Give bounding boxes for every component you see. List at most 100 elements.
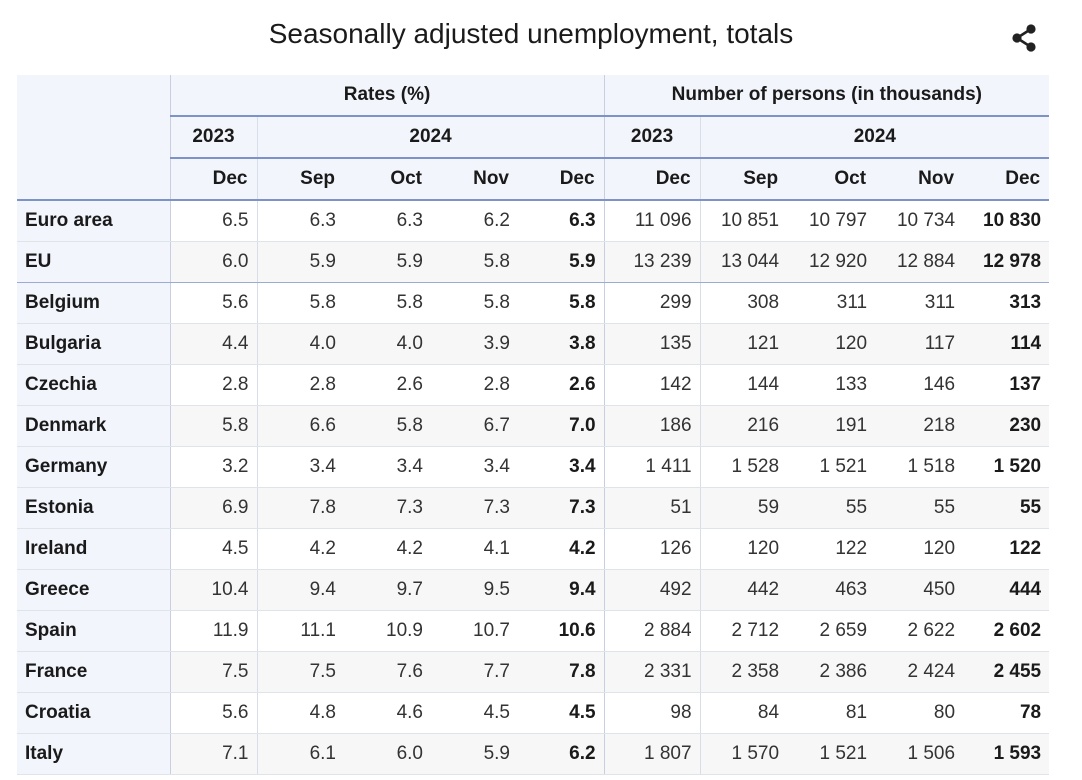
table-row: Ireland 4.5 4.2 4.2 4.1 4.2 126 120 122 120 122: [17, 528, 1050, 570]
persons-cell: 2 602: [963, 610, 1050, 652]
persons-month-header: Nov: [875, 158, 964, 201]
persons-cell: 1 807: [603, 733, 701, 775]
persons-cell: 1 520: [963, 446, 1050, 488]
rate-cell: 5.9: [344, 241, 431, 283]
persons-cell: 1 528: [699, 446, 788, 488]
persons-cell: 308: [699, 282, 788, 324]
rate-cell: 4.2: [518, 528, 605, 570]
rate-cell: 10.4: [169, 569, 257, 611]
share-icon[interactable]: [1008, 22, 1040, 54]
persons-cell: 98: [603, 692, 701, 734]
rate-cell: 6.3: [518, 200, 605, 242]
country-label: Spain: [17, 610, 170, 652]
rate-cell: 5.9: [518, 241, 605, 283]
persons-cell: 120: [787, 323, 876, 365]
rate-cell: 2.8: [169, 364, 257, 406]
country-label: Croatia: [17, 692, 170, 734]
persons-cell: 450: [875, 569, 964, 611]
country-label: Czechia: [17, 364, 170, 406]
rates-month-header: Oct: [344, 158, 431, 201]
persons-cell: 55: [963, 487, 1050, 529]
rate-cell: 4.4: [169, 323, 257, 365]
table-row: Spain 11.9 11.1 10.9 10.7 10.6 2 884 2 712 2 659…: [17, 610, 1050, 652]
rate-cell: 4.2: [256, 528, 344, 570]
rate-cell: 6.3: [256, 200, 344, 242]
persons-cell: 144: [699, 364, 788, 406]
rate-cell: 7.0: [518, 405, 605, 447]
persons-cell: 2 358: [699, 651, 788, 693]
rate-cell: 5.8: [518, 282, 605, 324]
rates-month-header: Nov: [431, 158, 518, 201]
rate-cell: 6.0: [344, 733, 431, 775]
rate-cell: 6.0: [169, 241, 257, 283]
rates-month-header: Dec: [169, 158, 257, 201]
persons-cell: 2 455: [963, 651, 1050, 693]
persons-cell: 1 593: [963, 733, 1050, 775]
persons-cell: 122: [963, 528, 1050, 570]
persons-cell: 51: [603, 487, 701, 529]
persons-cell: 12 884: [875, 241, 964, 283]
country-label: Ireland: [17, 528, 170, 570]
persons-year-2023: 2023: [603, 116, 701, 159]
rate-cell: 7.7: [431, 651, 518, 693]
rate-cell: 6.9: [169, 487, 257, 529]
country-label: Belgium: [17, 282, 170, 324]
rate-cell: 5.9: [431, 733, 518, 775]
table-row: Estonia 6.9 7.8 7.3 7.3 7.3 51 59 55 55 55: [17, 487, 1050, 529]
table-row: Czechia 2.8 2.8 2.6 2.8 2.6 142 144 133 146 137: [17, 364, 1050, 406]
rate-cell: 3.4: [518, 446, 605, 488]
rates-month-header: Sep: [256, 158, 344, 201]
rate-cell: 6.5: [169, 200, 257, 242]
rate-cell: 4.2: [344, 528, 431, 570]
persons-cell: 463: [787, 569, 876, 611]
persons-cell: 1 570: [699, 733, 788, 775]
rate-cell: 4.5: [431, 692, 518, 734]
rate-cell: 4.5: [169, 528, 257, 570]
rate-cell: 2.6: [344, 364, 431, 406]
persons-cell: 2 712: [699, 610, 788, 652]
persons-cell: 135: [603, 323, 701, 365]
persons-cell: 1 506: [875, 733, 964, 775]
persons-cell: 133: [787, 364, 876, 406]
rate-cell: 4.6: [344, 692, 431, 734]
persons-cell: 1 521: [787, 446, 876, 488]
rate-cell: 7.6: [344, 651, 431, 693]
persons-cell: 114: [963, 323, 1050, 365]
rate-cell: 5.8: [344, 282, 431, 324]
persons-cell: 2 622: [875, 610, 964, 652]
country-label: Euro area: [17, 200, 170, 242]
persons-cell: 10 797: [787, 200, 876, 242]
persons-cell: 59: [699, 487, 788, 529]
rate-cell: 2.8: [431, 364, 518, 406]
table-row: Euro area 6.5 6.3 6.3 6.2 6.3 11 096 10 851 10 7…: [17, 200, 1050, 242]
persons-cell: 1 518: [875, 446, 964, 488]
rate-cell: 7.5: [256, 651, 344, 693]
persons-cell: 1 521: [787, 733, 876, 775]
unemployment-table-container: Rates (%) Number of persons (in thousand…: [17, 75, 1050, 775]
country-label: Italy: [17, 733, 170, 775]
persons-cell: 13 044: [699, 241, 788, 283]
rate-cell: 5.8: [431, 282, 518, 324]
rate-cell: 4.8: [256, 692, 344, 734]
table-row: Greece 10.4 9.4 9.7 9.5 9.4 492 442 463 450 444: [17, 569, 1050, 611]
persons-year-2024: 2024: [699, 116, 1050, 159]
rate-cell: 4.5: [518, 692, 605, 734]
unemployment-table: Rates (%) Number of persons (in thousand…: [17, 75, 1050, 775]
persons-cell: 2 386: [787, 651, 876, 693]
rate-cell: 5.9: [256, 241, 344, 283]
persons-cell: 137: [963, 364, 1050, 406]
persons-cell: 84: [699, 692, 788, 734]
rate-cell: 9.4: [518, 569, 605, 611]
table-row: Belgium 5.6 5.8 5.8 5.8 5.8 299 308 311 311 313: [17, 282, 1050, 324]
rate-cell: 5.6: [169, 692, 257, 734]
persons-cell: 218: [875, 405, 964, 447]
persons-cell: 78: [963, 692, 1050, 734]
table-row: Denmark 5.8 6.6 5.8 6.7 7.0 186 216 191 218 230: [17, 405, 1050, 447]
rate-cell: 6.6: [256, 405, 344, 447]
rate-cell: 7.8: [518, 651, 605, 693]
persons-cell: 81: [787, 692, 876, 734]
rate-cell: 9.7: [344, 569, 431, 611]
persons-cell: 13 239: [603, 241, 701, 283]
persons-header: Number of persons (in thousands): [603, 75, 1050, 117]
rate-cell: 6.7: [431, 405, 518, 447]
